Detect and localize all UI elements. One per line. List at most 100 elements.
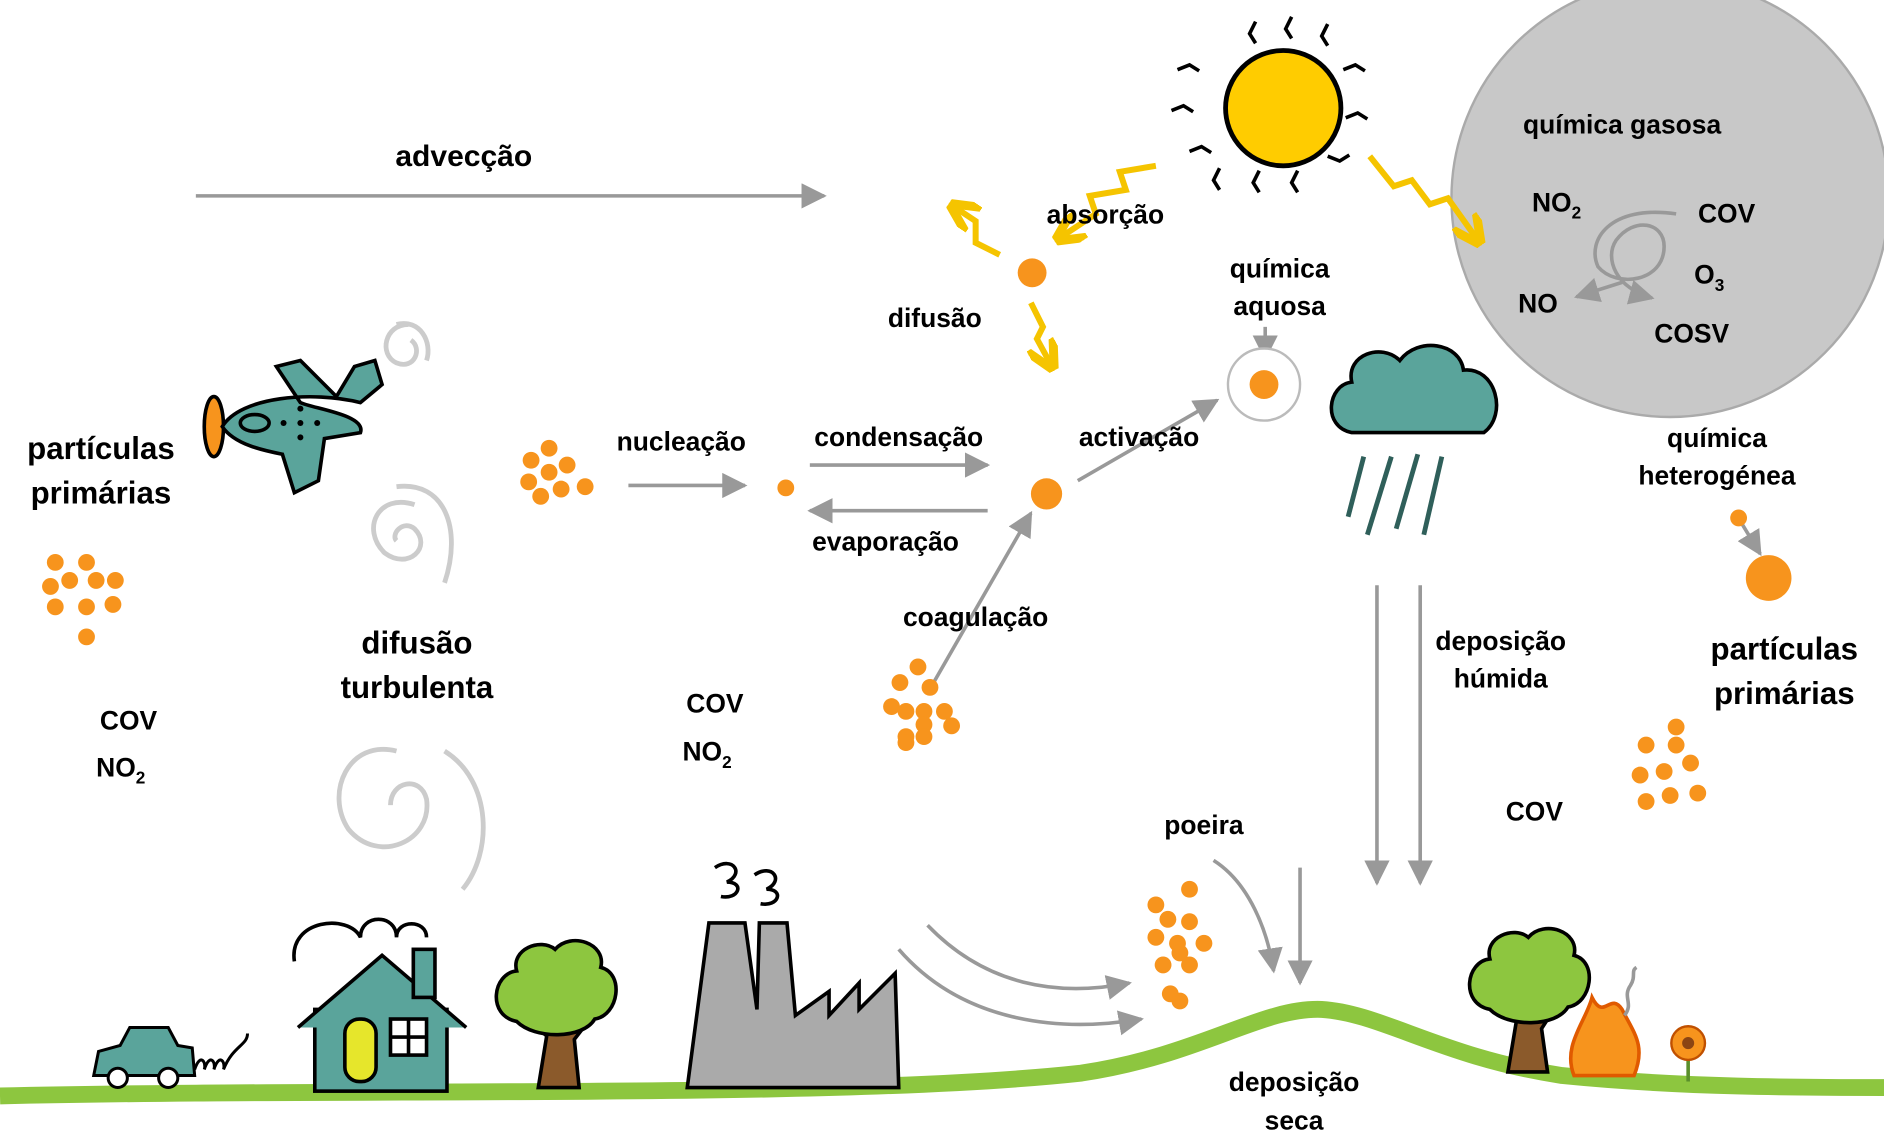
label-text: partículas bbox=[1710, 632, 1858, 667]
label: COV bbox=[1698, 198, 1756, 228]
turbulence-swirls bbox=[339, 324, 483, 890]
label: primárias bbox=[1714, 676, 1855, 711]
label: NO bbox=[1518, 288, 1558, 318]
particle bbox=[88, 572, 105, 589]
label-text: condensação bbox=[814, 422, 983, 452]
label: COV bbox=[686, 689, 744, 719]
label-text: deposição bbox=[1435, 626, 1566, 656]
particle bbox=[1689, 785, 1706, 802]
label-text: NO bbox=[682, 737, 722, 767]
label-text: absorção bbox=[1047, 200, 1164, 230]
particle bbox=[916, 728, 933, 745]
label-text: heterogénea bbox=[1638, 460, 1795, 490]
label-text: química bbox=[1230, 254, 1330, 284]
particle bbox=[47, 598, 64, 615]
particle bbox=[943, 717, 960, 734]
label-text: primárias bbox=[31, 476, 172, 511]
particle bbox=[523, 452, 540, 469]
label: química bbox=[1230, 254, 1330, 284]
label: NO2 bbox=[682, 737, 731, 772]
label: química bbox=[1667, 423, 1767, 453]
particle bbox=[78, 554, 95, 571]
label: COSV bbox=[1654, 318, 1729, 348]
label-text: difusão bbox=[361, 626, 472, 661]
particle bbox=[1171, 993, 1188, 1010]
label-text: COSV bbox=[1654, 318, 1729, 348]
label: seca bbox=[1265, 1106, 1324, 1136]
factory bbox=[687, 864, 898, 1088]
particle bbox=[1181, 913, 1198, 930]
label: aquosa bbox=[1233, 291, 1326, 321]
sun bbox=[1171, 17, 1367, 192]
cloud bbox=[1331, 345, 1496, 534]
label-text: COV bbox=[686, 689, 744, 719]
subscript: 2 bbox=[136, 768, 146, 788]
label-text: COV bbox=[1698, 198, 1756, 228]
particle bbox=[898, 703, 915, 720]
label-text: húmida bbox=[1454, 663, 1548, 693]
label-text: primárias bbox=[1714, 676, 1855, 711]
particle bbox=[922, 679, 939, 696]
particle bbox=[42, 578, 59, 595]
car bbox=[94, 1027, 248, 1087]
label: coagulação bbox=[903, 602, 1048, 632]
particle bbox=[559, 457, 576, 474]
particle bbox=[47, 554, 64, 571]
label-text: seca bbox=[1265, 1106, 1324, 1136]
label: NO2 bbox=[96, 752, 145, 787]
particle bbox=[520, 473, 537, 490]
particle bbox=[577, 478, 594, 495]
particle bbox=[1668, 737, 1685, 754]
gas-chemistry-bubble bbox=[1451, 0, 1884, 417]
particle bbox=[1155, 957, 1172, 974]
particle bbox=[1147, 896, 1164, 913]
particle bbox=[105, 596, 122, 613]
subscript: 3 bbox=[1715, 275, 1725, 295]
label-text: advecção bbox=[395, 140, 532, 173]
particle bbox=[883, 698, 900, 715]
particle bbox=[1638, 737, 1655, 754]
label: química gasosa bbox=[1523, 109, 1722, 139]
particle bbox=[1147, 929, 1164, 946]
label: primárias bbox=[31, 476, 172, 511]
label: turbulenta bbox=[341, 670, 494, 705]
label-text: turbulenta bbox=[341, 670, 494, 705]
label: partículas bbox=[27, 431, 175, 466]
label: nucleação bbox=[617, 427, 746, 457]
tree bbox=[496, 941, 616, 1088]
label: poeira bbox=[1164, 810, 1244, 840]
label: condensação bbox=[814, 422, 983, 452]
particle bbox=[1662, 787, 1679, 804]
particle bbox=[61, 572, 78, 589]
particle bbox=[541, 440, 558, 457]
label: evaporação bbox=[812, 526, 959, 556]
airplane bbox=[204, 361, 382, 493]
label-text: poeira bbox=[1164, 810, 1244, 840]
particle bbox=[1632, 767, 1649, 784]
particle bbox=[1656, 763, 1673, 780]
particle bbox=[892, 674, 909, 691]
label-text: aquosa bbox=[1233, 291, 1326, 321]
label-text: COV bbox=[1506, 797, 1564, 827]
label: advecção bbox=[395, 140, 532, 173]
label: deposição bbox=[1229, 1067, 1360, 1097]
particle bbox=[898, 734, 915, 751]
particle bbox=[107, 572, 124, 589]
label-text: activação bbox=[1079, 422, 1199, 452]
label: difusão bbox=[361, 626, 472, 661]
particle bbox=[78, 598, 95, 615]
label: activação bbox=[1079, 422, 1199, 452]
label: deposição bbox=[1435, 626, 1566, 656]
label-text: evaporação bbox=[812, 526, 959, 556]
particle bbox=[1196, 935, 1213, 952]
subscript: 2 bbox=[722, 752, 732, 772]
house bbox=[294, 919, 466, 1091]
label: heterogénea bbox=[1638, 460, 1795, 490]
particle bbox=[1181, 881, 1198, 898]
diagram: advecçãoabsorçãodifusãoquímica gasosaNO2… bbox=[0, 0, 1884, 1138]
label: absorção bbox=[1047, 200, 1164, 230]
particle bbox=[1668, 719, 1685, 736]
particle bbox=[1638, 793, 1655, 810]
particle bbox=[553, 481, 570, 498]
label-text: química gasosa bbox=[1523, 109, 1722, 139]
